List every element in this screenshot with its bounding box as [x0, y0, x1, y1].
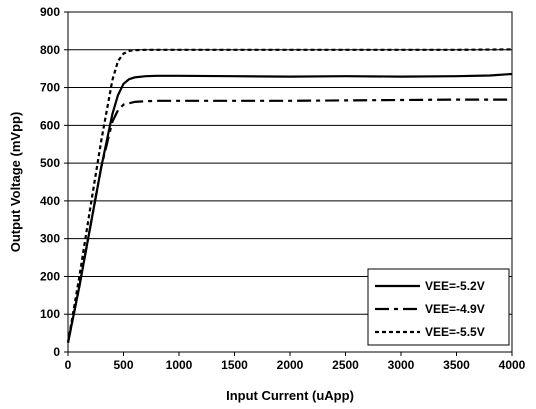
x-tick-label: 3000: [388, 358, 415, 372]
series-line-1: [66, 98, 512, 343]
gridlines: [68, 49, 512, 315]
y-tick-label: 0: [53, 345, 60, 359]
series-group: [66, 48, 513, 343]
y-tick-label: 100: [40, 307, 60, 321]
legend-label: VEE=-5.2V: [425, 279, 485, 293]
x-tick-label: 500: [113, 358, 133, 372]
x-tick-label: 0: [65, 358, 72, 372]
legend-label: VEE=-5.5V: [425, 325, 485, 339]
x-axis-title: Input Current (uApp): [226, 388, 354, 403]
y-tick-label: 300: [40, 232, 60, 246]
x-tick-label: 2000: [277, 358, 304, 372]
x-tick-label: 1500: [221, 358, 248, 372]
tick-labels: 0 100 200 300 400 500 600 700 800 900 0 500 1000 1500…: [40, 5, 526, 372]
y-tick-label: 200: [40, 269, 60, 283]
legend: VEE=-5.2V VEE=-4.9V VEE=-5.5V: [367, 268, 510, 346]
x-tick-label: 3500: [443, 358, 470, 372]
x-tick-label: 1000: [166, 358, 193, 372]
x-tick-label: 4000: [499, 358, 526, 372]
legend-label: VEE=-4.9V: [425, 302, 485, 316]
y-tick-label: 500: [40, 156, 60, 170]
y-tick-label: 800: [40, 43, 60, 57]
y-tick-label: 600: [40, 118, 60, 132]
y-tick-label: 700: [40, 81, 60, 95]
y-axis-title: Output Voltage (mVpp): [8, 112, 23, 253]
y-tick-label: 900: [40, 5, 60, 19]
y-tick-label: 400: [40, 194, 60, 208]
x-tick-label: 2500: [332, 358, 359, 372]
